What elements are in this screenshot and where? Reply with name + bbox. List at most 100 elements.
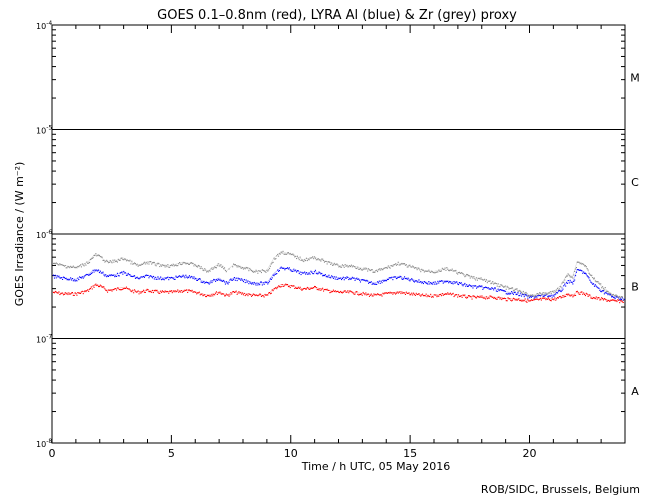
data-point [526, 295, 528, 297]
data-point [116, 287, 118, 289]
data-point [181, 291, 183, 293]
data-point [580, 262, 582, 264]
data-point [197, 264, 199, 266]
data-point [494, 287, 496, 289]
data-point [396, 277, 398, 279]
data-point [209, 282, 211, 284]
data-point [245, 266, 247, 268]
data-point [247, 295, 249, 297]
data-point [420, 271, 422, 273]
data-point [341, 266, 343, 268]
data-point [278, 270, 280, 272]
data-point [130, 275, 132, 277]
data-point [90, 258, 92, 260]
data-point [468, 284, 470, 286]
data-point [252, 271, 254, 273]
data-point [482, 279, 484, 281]
data-point [550, 300, 552, 302]
data-point [606, 300, 608, 302]
data-point [534, 295, 536, 297]
data-point [610, 299, 612, 301]
data-point [379, 294, 381, 296]
data-point [202, 269, 204, 271]
data-point [522, 300, 524, 302]
data-point [607, 294, 609, 296]
data-point [336, 290, 338, 292]
data-point [277, 253, 279, 255]
data-point [549, 295, 551, 297]
data-point [539, 294, 541, 296]
data-point [215, 280, 217, 282]
data-point [468, 295, 470, 297]
data-point [80, 291, 82, 293]
data-point [573, 274, 575, 276]
data-point [278, 285, 280, 287]
data-point [605, 292, 607, 294]
data-point [551, 298, 553, 300]
data-point [187, 262, 189, 264]
data-point [80, 277, 82, 279]
data-point [452, 283, 454, 285]
data-point [570, 295, 572, 297]
data-point [317, 273, 319, 275]
data-point [317, 288, 319, 290]
data-point [598, 282, 600, 284]
data-point [348, 279, 350, 281]
data-point [132, 289, 134, 291]
data-point [158, 292, 160, 294]
data-point [459, 295, 461, 297]
data-point [358, 294, 360, 296]
data-point [116, 260, 118, 262]
data-point [179, 263, 181, 265]
data-point [189, 290, 191, 292]
data-point [268, 292, 270, 294]
data-point [180, 264, 182, 266]
data-point [333, 276, 335, 278]
data-point [596, 298, 598, 300]
data-point [484, 287, 486, 289]
data-point [114, 276, 116, 278]
data-point [619, 295, 621, 297]
data-point [546, 298, 548, 300]
data-point [585, 292, 587, 294]
data-point [150, 291, 152, 293]
data-point [383, 293, 385, 295]
data-point [607, 290, 609, 292]
data-point [67, 266, 69, 268]
data-point [361, 279, 363, 281]
data-point [174, 290, 176, 292]
data-point [570, 281, 572, 283]
data-point [553, 295, 555, 297]
data-point [502, 297, 504, 299]
data-point [456, 272, 458, 274]
data-point [258, 270, 260, 272]
data-point [280, 286, 282, 288]
data-point [246, 281, 248, 283]
data-point [248, 283, 250, 285]
data-point [530, 299, 532, 301]
data-point [132, 276, 134, 278]
data-point [213, 267, 215, 269]
data-point [88, 262, 90, 264]
data-point [332, 264, 334, 266]
data-point [133, 275, 135, 277]
data-point [278, 270, 280, 272]
data-point [334, 264, 336, 266]
data-point [66, 292, 68, 294]
data-point [332, 276, 334, 278]
data-point [587, 295, 589, 297]
data-point [149, 261, 151, 263]
data-point [438, 269, 440, 271]
data-point [189, 277, 191, 279]
data-point [109, 260, 111, 262]
data-point [83, 265, 85, 267]
data-point [466, 273, 468, 275]
data-point [62, 294, 64, 296]
data-point [144, 291, 146, 293]
data-point [496, 285, 498, 287]
data-point [552, 294, 554, 296]
data-point [473, 276, 475, 278]
data-point [171, 265, 173, 267]
data-point [169, 277, 171, 279]
data-point [126, 274, 128, 276]
